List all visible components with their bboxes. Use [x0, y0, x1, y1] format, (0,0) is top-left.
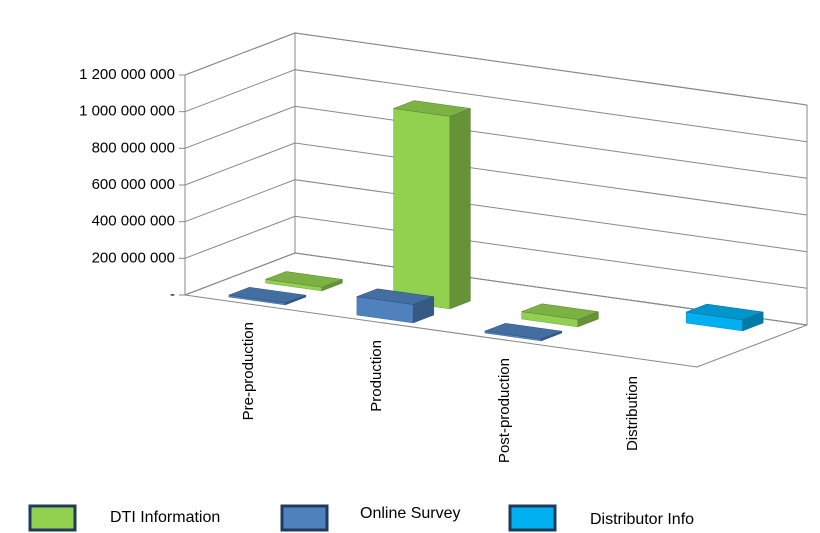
bar-top [356, 288, 434, 305]
y-tick-label: 1 000 000 000 [79, 103, 175, 120]
legend-label: DTI Information [110, 509, 220, 526]
legend-label: Distributor Info [590, 511, 694, 528]
y-tick-label: 600 000 000 [92, 176, 175, 193]
x-tick-label: Production [368, 340, 385, 412]
legend-label: Online Survey [360, 505, 461, 522]
legend-swatch [28, 504, 77, 532]
grid-line [184, 215, 808, 289]
x-tick-label: Post-production [496, 358, 513, 463]
grid-line [184, 105, 808, 179]
bar-side [449, 108, 471, 310]
y-tick-label: 1 200 000 000 [79, 66, 175, 83]
bar-top [392, 100, 472, 117]
bar-top [228, 287, 306, 304]
bar-front [393, 108, 451, 310]
y-tick-label: 400 000 000 [92, 213, 175, 230]
legend-swatch [280, 504, 329, 532]
legend-swatch [508, 504, 557, 532]
x-tick-label: Distribution [624, 376, 641, 451]
y-tick-label: 800 000 000 [92, 139, 175, 156]
bar-top [685, 303, 765, 321]
grid-line [184, 69, 808, 143]
y-tick-label: - [170, 286, 175, 303]
grid-line [184, 142, 808, 216]
x-tick-label: Pre-production [240, 322, 257, 420]
grid-line [184, 179, 808, 253]
y-tick-label: 200 000 000 [92, 249, 175, 266]
grid-line [184, 252, 808, 326]
bar-top [265, 271, 343, 288]
grid-line [184, 32, 808, 106]
bar-top [484, 323, 562, 340]
bar-top [521, 303, 599, 320]
